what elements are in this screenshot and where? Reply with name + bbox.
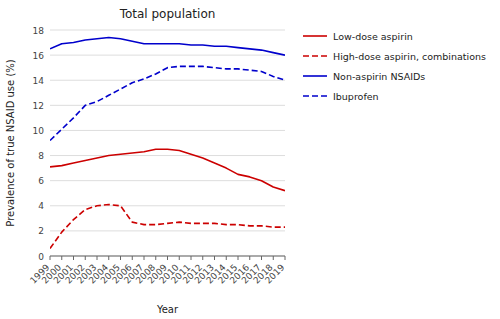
x-tick <box>120 256 121 260</box>
grid-line <box>50 80 285 81</box>
y-tick-label: 8 <box>38 151 44 161</box>
legend: Low-dose aspirin High-dose aspirin, combi… <box>303 31 486 102</box>
x-tick <box>273 256 274 260</box>
series-line <box>50 66 285 140</box>
x-tick <box>132 256 133 260</box>
grid-line <box>50 155 285 156</box>
x-tick <box>202 256 203 260</box>
legend-swatch <box>303 95 327 97</box>
x-tick <box>226 256 227 260</box>
x-tick <box>179 256 180 260</box>
legend-swatch <box>303 35 327 37</box>
x-tick <box>191 256 192 260</box>
x-tick <box>261 256 262 260</box>
legend-label: Low-dose aspirin <box>333 31 413 42</box>
x-tick <box>85 256 86 260</box>
x-tick <box>144 256 145 260</box>
x-tick <box>214 256 215 260</box>
series-line <box>50 205 285 249</box>
grid-line <box>50 55 285 56</box>
legend-label: High-dose aspirin, combinations <box>333 51 486 62</box>
legend-label: Ibuprofen <box>333 91 379 102</box>
y-tick-label: 16 <box>33 51 45 61</box>
y-tick-label: 2 <box>38 226 44 236</box>
x-tick <box>238 256 239 260</box>
y-tick-label: 14 <box>33 76 45 86</box>
y-tick-label: 12 <box>33 101 44 111</box>
series-line <box>50 38 285 56</box>
x-axis-label: Year <box>156 304 179 315</box>
x-tick <box>285 256 286 260</box>
series-line <box>50 149 285 190</box>
grid-line <box>50 130 285 131</box>
lines <box>50 38 285 249</box>
x-tick <box>61 256 62 260</box>
grid-line <box>50 180 285 181</box>
legend-swatch <box>303 55 327 57</box>
grid-line <box>50 30 285 31</box>
grid-line <box>50 205 285 206</box>
y-axis-label: Prevalence of true NSAID use (%) <box>5 59 16 227</box>
chart: Total population024681012141618199920002… <box>0 0 500 319</box>
x-tick <box>249 256 250 260</box>
x-tick <box>108 256 109 260</box>
x-tick-label: 2019 <box>263 262 286 285</box>
y-grid <box>50 30 285 256</box>
y-tick-label: 4 <box>38 201 44 211</box>
title: Total population <box>119 7 216 21</box>
x-tick <box>167 256 168 260</box>
x-tick <box>97 256 98 260</box>
y-tick-label: 6 <box>38 176 44 186</box>
x-tick <box>50 256 51 260</box>
legend-label: Non-aspirin NSAIDs <box>333 71 425 82</box>
legend-swatch <box>303 75 327 77</box>
y-tick-label: 0 <box>38 252 44 262</box>
x-tick <box>155 256 156 260</box>
y-tick-label: 18 <box>33 26 45 36</box>
grid-line <box>50 230 285 231</box>
x-tick <box>73 256 74 260</box>
y-tick-label: 10 <box>33 126 45 136</box>
